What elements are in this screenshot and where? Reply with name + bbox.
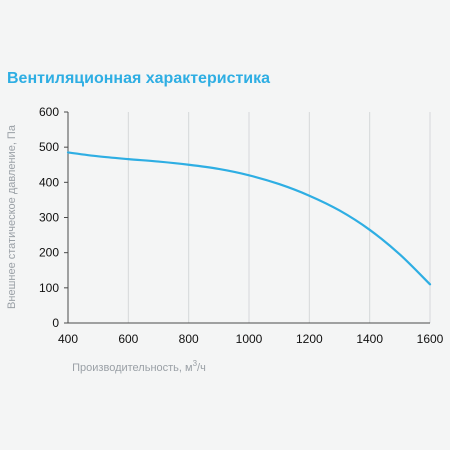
series bbox=[66, 151, 432, 286]
x-axis-label: Производительность, м3/ч bbox=[72, 359, 206, 374]
y-tick-labels: 0 100 200 300 400 500 600 bbox=[39, 105, 59, 330]
y-tick-label-500: 500 bbox=[39, 140, 59, 154]
y-tick-label-300: 300 bbox=[39, 211, 59, 225]
x-axis-label-sup: 3 bbox=[193, 359, 198, 368]
chart-title: Вентиляционная характеристика bbox=[7, 70, 271, 87]
y-tick-label-100: 100 bbox=[39, 281, 59, 295]
y-axis-label: Внешнее статическое давление, Па bbox=[6, 124, 18, 309]
axes bbox=[64, 111, 430, 324]
y-tick-label-600: 600 bbox=[39, 105, 59, 119]
y-tick-label-200: 200 bbox=[39, 246, 59, 260]
x-tick-label-400: 400 bbox=[58, 332, 78, 346]
x-tick-label-1600: 1600 bbox=[417, 332, 444, 346]
x-axis-label-suffix: /ч bbox=[197, 362, 206, 374]
x-axis-label-main: Производительность, м bbox=[72, 362, 192, 374]
series-line-0 bbox=[66, 151, 432, 286]
x-tick-label-1000: 1000 bbox=[236, 332, 263, 346]
x-tick-label-1400: 1400 bbox=[356, 332, 383, 346]
y-tick-label-400: 400 bbox=[39, 175, 59, 189]
x-tick-label-600: 600 bbox=[118, 332, 138, 346]
y-tick-label-0: 0 bbox=[52, 316, 59, 330]
x-tick-label-800: 800 bbox=[179, 332, 199, 346]
grid bbox=[127, 112, 431, 323]
x-tick-labels: 400 600 800 1000 1200 1400 1600 bbox=[58, 332, 444, 346]
x-tick-label-1200: 1200 bbox=[296, 332, 323, 346]
